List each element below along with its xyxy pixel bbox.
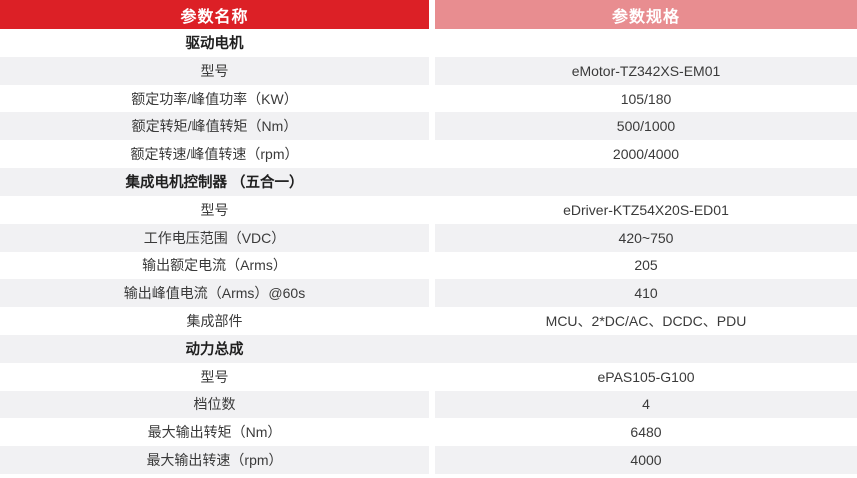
- param-value-cell: MCU、2*DC/AC、DCDC、PDU: [435, 307, 857, 335]
- param-name-cell: 型号: [0, 362, 429, 391]
- section-title: 驱动电机: [185, 36, 244, 53]
- table-row: 额定功率/峰值功率（KW） 105/180: [0, 84, 857, 113]
- param-value-cell: 500/1000: [435, 112, 857, 141]
- column-header-parameter-name: 参数名称: [0, 0, 429, 29]
- column-gap: [429, 112, 435, 141]
- table-row: 档位数 4: [0, 390, 857, 419]
- column-gap: [429, 362, 435, 391]
- param-name-cell: 输出额定电流（Arms）: [0, 251, 429, 280]
- table-header-row: 参数名称 参数规格: [0, 0, 857, 29]
- column-gap: [429, 56, 435, 85]
- param-value-cell: 420~750: [435, 223, 857, 252]
- section-title: 动力总成: [185, 342, 244, 359]
- table-body: 驱动电机 型号 eMotor-TZ342XS-EM01 额定功率/峰值功率（KW） 10…: [0, 29, 857, 474]
- column-gap: [429, 390, 435, 419]
- param-name-cell: 输出峰值电流（Arms）@60s: [0, 279, 429, 308]
- param-name-cell: 最大输出转速（rpm）: [0, 446, 429, 474]
- section-row: 集成电机控制器 （五合一）: [0, 168, 857, 196]
- param-name-cell: 档位数: [0, 390, 429, 419]
- table-row: 最大输出转速（rpm） 4000: [0, 446, 857, 474]
- param-value-cell: ePAS105-G100: [435, 362, 857, 391]
- table-row: 最大输出转矩（Nm） 6480: [0, 418, 857, 447]
- param-value-cell: eDriver-KTZ54X20S-ED01: [435, 195, 857, 224]
- table-row: 工作电压范围（VDC） 420~750: [0, 223, 857, 252]
- table-row: 集成部件 MCU、2*DC/AC、DCDC、PDU: [0, 307, 857, 335]
- param-value-cell: 2000/4000: [435, 140, 857, 169]
- param-value-cell: eMotor-TZ342XS-EM01: [435, 56, 857, 85]
- column-gap: [429, 84, 435, 113]
- section-row: 动力总成: [0, 334, 857, 363]
- table-row: 额定转矩/峰值转矩（Nm） 500/1000: [0, 112, 857, 141]
- param-name-cell: 额定功率/峰值功率（KW）: [0, 84, 429, 113]
- section-title: 集成电机控制器 （五合一）: [125, 175, 304, 192]
- param-name-cell: 型号: [0, 56, 429, 85]
- column-header-parameter-spec: 参数规格: [435, 0, 857, 29]
- param-value-cell: 105/180: [435, 84, 857, 113]
- column-gap: [429, 140, 435, 169]
- table-row: 输出额定电流（Arms） 205: [0, 251, 857, 280]
- param-value-cell: 4: [435, 390, 857, 419]
- param-value-cell: 6480: [435, 418, 857, 447]
- column-gap: [429, 418, 435, 447]
- section-row: 驱动电机: [0, 29, 857, 57]
- table-row: 输出峰值电流（Arms）@60s 410: [0, 279, 857, 308]
- table-row: 额定转速/峰值转速（rpm） 2000/4000: [0, 140, 857, 169]
- column-gap: [429, 446, 435, 474]
- column-gap: [429, 307, 435, 335]
- table-row: 型号 eDriver-KTZ54X20S-ED01: [0, 195, 857, 224]
- param-value-cell: 410: [435, 279, 857, 308]
- column-gap: [429, 251, 435, 280]
- table-row: 型号 eMotor-TZ342XS-EM01: [0, 56, 857, 85]
- column-gap: [429, 195, 435, 224]
- bottom-margin: [0, 474, 857, 478]
- param-name-cell: 额定转速/峰值转速（rpm）: [0, 140, 429, 169]
- param-name-cell: 集成部件: [0, 307, 429, 335]
- column-gap: [429, 279, 435, 308]
- param-name-cell: 最大输出转矩（Nm）: [0, 418, 429, 447]
- column-gap: [429, 223, 435, 252]
- param-name-cell: 额定转矩/峰值转矩（Nm）: [0, 112, 429, 141]
- param-name-cell: 型号: [0, 195, 429, 224]
- param-name-cell: 工作电压范围（VDC）: [0, 223, 429, 252]
- param-value-cell: 205: [435, 251, 857, 280]
- param-value-cell: 4000: [435, 446, 857, 474]
- header-column-gap: [429, 0, 435, 29]
- table-row: 型号 ePAS105-G100: [0, 362, 857, 391]
